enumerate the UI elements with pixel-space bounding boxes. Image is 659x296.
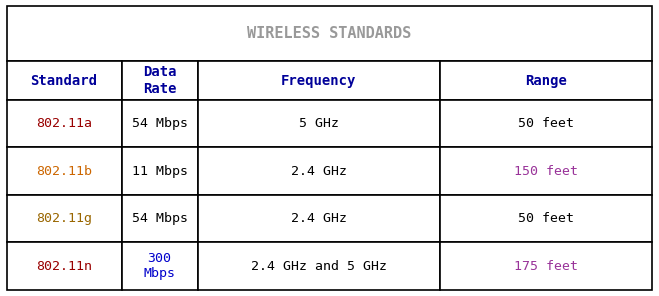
Bar: [198, 61, 440, 100]
Bar: [7, 242, 121, 290]
Text: 300
Mbps: 300 Mbps: [144, 252, 176, 280]
Text: 802.11b: 802.11b: [36, 165, 92, 178]
Bar: [440, 242, 652, 290]
Bar: [121, 61, 198, 100]
Text: 54 Mbps: 54 Mbps: [132, 117, 188, 130]
Text: 150 feet: 150 feet: [514, 165, 578, 178]
Bar: [440, 195, 652, 242]
Bar: [121, 100, 198, 147]
Bar: [440, 100, 652, 147]
Bar: [198, 242, 440, 290]
Bar: [121, 147, 198, 195]
Bar: [440, 61, 652, 100]
Bar: [7, 61, 121, 100]
Text: 2.4 GHz and 5 GHz: 2.4 GHz and 5 GHz: [251, 260, 387, 273]
Bar: [198, 100, 440, 147]
Bar: [7, 147, 121, 195]
Text: 175 feet: 175 feet: [514, 260, 578, 273]
Bar: [7, 6, 652, 61]
Bar: [198, 147, 440, 195]
Text: Standard: Standard: [30, 73, 98, 88]
Text: 50 feet: 50 feet: [518, 212, 574, 225]
Bar: [7, 100, 121, 147]
Bar: [440, 147, 652, 195]
Text: 802.11g: 802.11g: [36, 212, 92, 225]
Text: Data
Rate: Data Rate: [143, 65, 177, 96]
Bar: [198, 195, 440, 242]
Bar: [7, 195, 121, 242]
Text: 11 Mbps: 11 Mbps: [132, 165, 188, 178]
Text: 802.11n: 802.11n: [36, 260, 92, 273]
Text: 2.4 GHz: 2.4 GHz: [291, 212, 347, 225]
Text: 50 feet: 50 feet: [518, 117, 574, 130]
Text: Frequency: Frequency: [281, 73, 357, 88]
Text: 54 Mbps: 54 Mbps: [132, 212, 188, 225]
Text: Range: Range: [525, 73, 567, 88]
Text: 2.4 GHz: 2.4 GHz: [291, 165, 347, 178]
Text: WIRELESS STANDARDS: WIRELESS STANDARDS: [247, 26, 412, 41]
Text: 5 GHz: 5 GHz: [299, 117, 339, 130]
Bar: [121, 242, 198, 290]
Text: 802.11a: 802.11a: [36, 117, 92, 130]
Bar: [121, 195, 198, 242]
